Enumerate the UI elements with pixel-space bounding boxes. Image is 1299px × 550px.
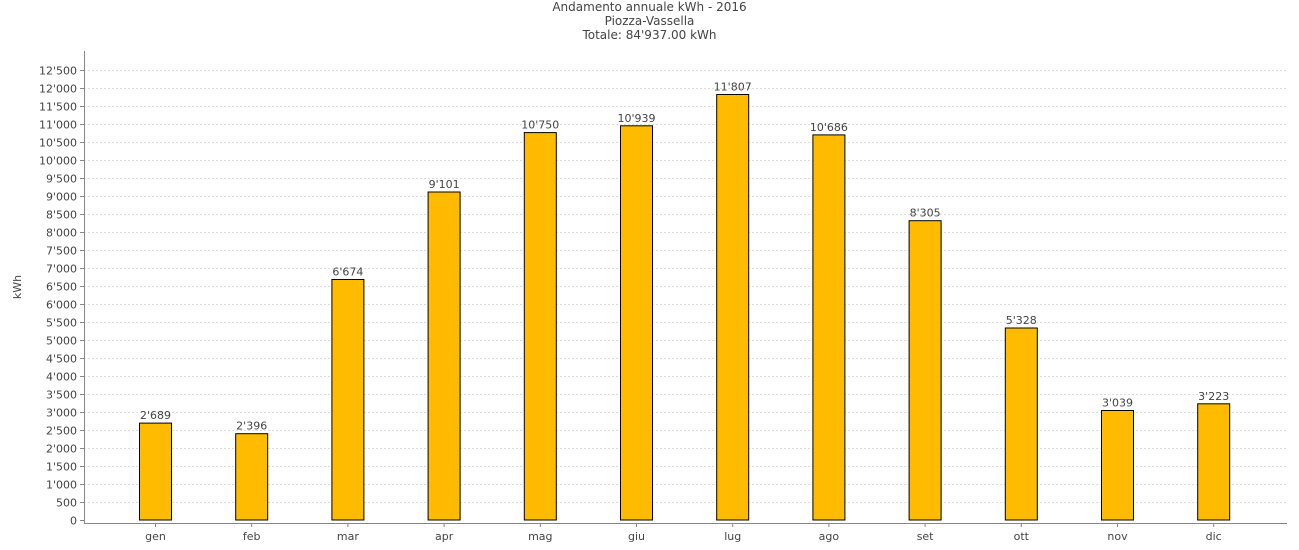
y-tick-label: 6'000 [46,299,77,312]
x-tick-label-dic: dic [1206,530,1222,543]
y-tick-label: 9'000 [46,191,77,204]
y-axis-title: kWh [11,275,24,299]
value-label-nov: 3'039 [1102,397,1133,410]
value-label-giu: 10'939 [617,112,655,125]
y-tick-label: 12'500 [39,65,77,78]
bar-lug [716,94,750,521]
value-label-mag: 10'750 [521,119,559,132]
y-tick-label: 0 [70,515,77,528]
y-tick-label: 2'500 [46,425,77,438]
x-tick-label-mar: mar [337,530,359,543]
x-tick-label-feb: feb [243,530,261,543]
y-tick-label: 12'000 [39,83,77,96]
x-tick-label-nov: nov [1107,530,1128,543]
bar-dic [1197,403,1231,521]
axis-layer: 0 500 1'000 1'500 2'000 2'500 3'000 3'500 4'000 4… [39,51,1287,543]
grid-layer [84,70,1287,503]
y-tick-label: 1'500 [46,461,77,474]
y-tick-label: 8'000 [46,227,77,240]
value-label-apr: 9'101 [429,178,460,191]
x-tick-label-mag: mag [528,530,552,543]
bar-giu [620,125,653,521]
value-label-mar: 6'674 [332,266,363,279]
value-label-ott: 5'328 [1006,314,1037,327]
bar-mag [523,132,557,521]
value-label-feb: 2'396 [236,420,267,433]
bar-apr [427,191,461,521]
y-tick-label: 2'000 [46,443,77,456]
x-tick-label-lug: lug [724,530,741,543]
bar-set [908,220,942,521]
bar-ott [1004,327,1038,521]
chart-title-block: Andamento annuale kWh - 2016 Piozza-Vass… [0,0,1299,42]
x-tick-label-apr: apr [435,530,454,543]
x-tick-label-set: set [917,530,934,543]
label-layer: 2'689 2'396 6'674 9'101 10'750 10'939 11'807 10… [140,81,1229,433]
y-tick-label: 8'500 [46,209,77,222]
y-tick-label: 1'000 [46,479,77,492]
x-tick-label-gen: gen [145,530,166,543]
bar-gen [139,422,172,521]
value-label-ago: 10'686 [810,121,848,134]
bar-layer [139,94,1231,521]
y-tick-label: 7'000 [46,263,77,276]
y-tick-label: 10'500 [39,137,77,150]
chart-subtitle: Piozza-Vassella [604,14,695,28]
x-tick-label-giu: giu [628,530,645,543]
chart-total: Totale: 84'937.00 kWh [582,28,717,42]
chart-title: Andamento annuale kWh - 2016 [552,0,747,14]
y-tick-label: 9'500 [46,173,77,186]
y-tick-label: 7'500 [46,245,77,258]
bar-ago [812,134,846,521]
y-tick-label: 500 [56,497,77,510]
y-tick-label: 3'500 [46,389,77,402]
y-tick-label: 4'000 [46,371,77,384]
value-label-set: 8'305 [910,207,941,220]
x-tick-label-ago: ago [819,530,840,543]
y-tick-label: 5'000 [46,335,77,348]
y-tick-label: 5'500 [46,317,77,330]
y-tick-label: 3'000 [46,407,77,420]
y-tick-label: 10'000 [39,155,77,168]
y-tick-label: 11'000 [39,119,77,132]
bar-mar [331,279,365,521]
x-tick-label-ott: ott [1014,530,1030,543]
value-label-lug: 11'807 [714,81,752,94]
y-tick-label: 6'500 [46,281,77,294]
bar-feb [235,433,269,521]
bar-nov [1101,410,1134,521]
y-tick-label: 4'500 [46,353,77,366]
value-label-gen: 2'689 [140,409,171,422]
value-label-dic: 3'223 [1198,390,1229,403]
y-tick-label: 11'500 [39,101,77,114]
